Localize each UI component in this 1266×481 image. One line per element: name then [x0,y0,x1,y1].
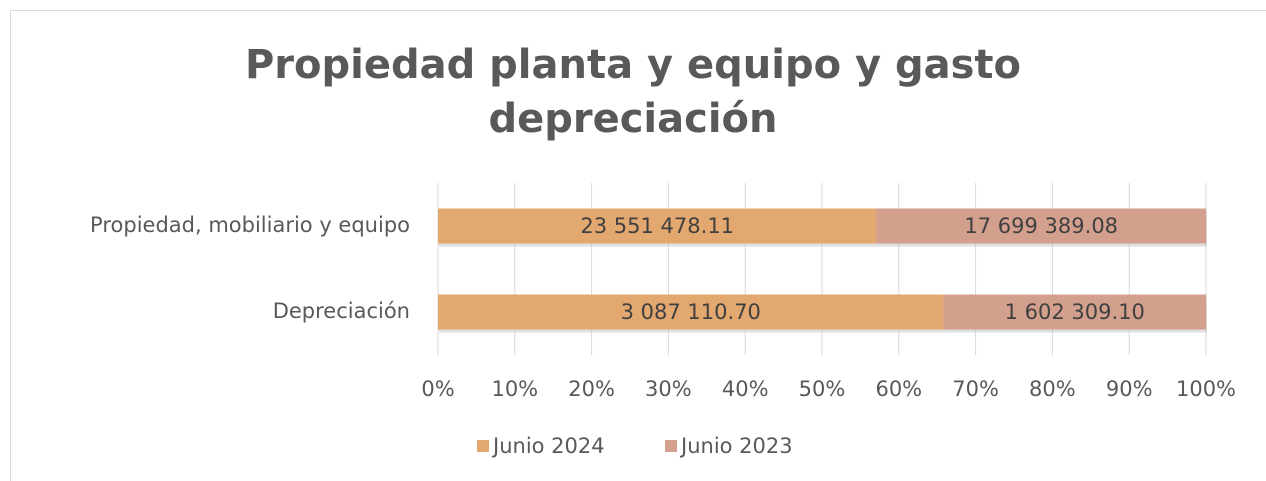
x-tick-label: 70% [952,377,999,401]
x-tick-label: 10% [491,377,538,401]
data-label: 23 551 478.11 [580,214,734,238]
bar [438,294,944,330]
data-label: 1 602 309.10 [1005,300,1145,324]
legend-label: Junio 2024 [491,434,605,458]
x-tick-label: 90% [1106,377,1153,401]
legend-swatch [477,440,489,452]
x-tick-label: 60% [875,377,922,401]
data-label: 3 087 110.70 [621,300,761,324]
x-tick-label: 50% [799,377,846,401]
bar [876,208,1206,244]
legend-swatch [665,440,677,452]
x-tick-label: 80% [1029,377,1076,401]
chart-border [10,10,1266,481]
data-label: 17 699 389.08 [964,214,1118,238]
legend-label: Junio 2023 [679,434,793,458]
x-tick-label: 30% [645,377,692,401]
y-tick-label: Depreciación [273,299,410,323]
chart-title: Propiedad planta y equipo y gasto deprec… [244,42,1022,142]
bar [943,294,1206,330]
x-tick-label: 100% [1176,377,1236,401]
x-tick-label: 20% [568,377,615,401]
x-tick-label: 40% [722,377,769,401]
y-tick-label: Propiedad, mobiliario y equipo [90,213,410,237]
x-tick-label: 0% [421,377,454,401]
bar [438,208,877,244]
